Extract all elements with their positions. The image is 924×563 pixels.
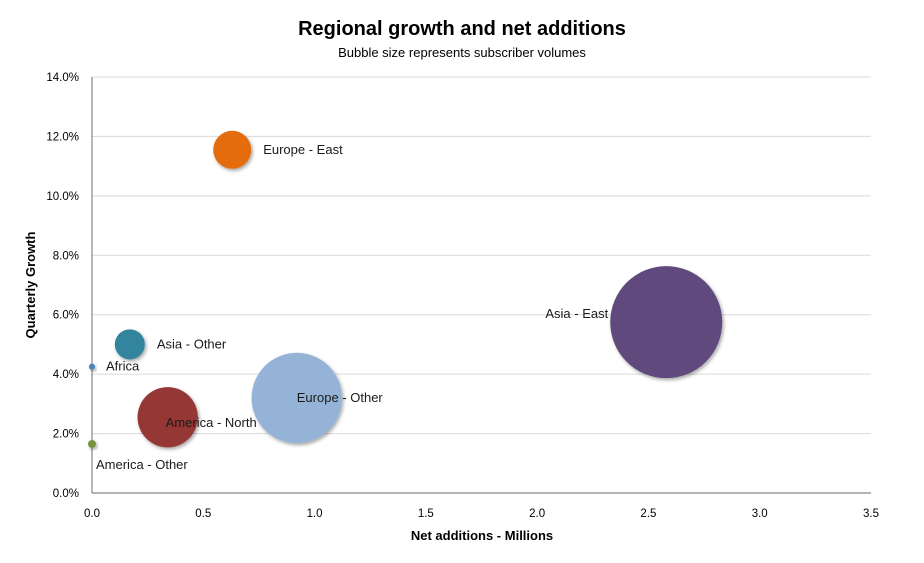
x-tick-label: 3.5 — [863, 508, 879, 520]
y-tick-label: 10.0% — [46, 191, 79, 203]
x-tick-label: 1.5 — [418, 508, 434, 520]
bubble-label-america-other: America - Other — [96, 457, 188, 472]
bubble-labels: Europe - East Asia - East Asia - Other Afri… — [96, 142, 609, 472]
gridlines — [92, 76, 871, 435]
y-tick-label: 4.0% — [53, 369, 79, 381]
x-tick-label: 1.0 — [307, 508, 323, 520]
bubble-europe-east[interactable] — [213, 130, 252, 169]
x-tick-label: 3.0 — [752, 508, 768, 520]
bubble-america-other[interactable] — [88, 440, 96, 448]
x-tick-label: 2.0 — [529, 508, 545, 520]
bubble-america-north[interactable] — [137, 387, 198, 448]
y-axis-title: Quarterly Growth — [23, 231, 38, 338]
y-tick-label: 8.0% — [53, 250, 79, 262]
bubble-label-europe-other: Europe - Other — [297, 390, 384, 405]
bubble-asia-east[interactable] — [610, 266, 723, 379]
bubble-asia-other[interactable] — [114, 329, 145, 360]
tick-labels: 0.0% 2.0% 4.0% 6.0% 8.0% 10.0% 12.0% 14.0% 0.0 0.… — [46, 72, 879, 520]
x-axis-title: Net additions - Millions — [411, 528, 553, 543]
x-tick-label: 0.0 — [84, 508, 100, 520]
bubble-europe-other[interactable] — [251, 352, 342, 444]
axes — [91, 77, 871, 494]
chart-title: Regional growth and net additions — [298, 18, 626, 40]
y-tick-label: 12.0% — [46, 131, 79, 143]
y-tick-label: 14.0% — [46, 72, 79, 84]
x-tick-label: 2.5 — [640, 508, 656, 520]
y-tick-label: 0.0% — [53, 488, 79, 500]
y-tick-label: 6.0% — [53, 310, 79, 322]
chart-subtitle: Bubble size represents subscriber volume… — [338, 45, 586, 60]
bubble-label-asia-other: Asia - Other — [157, 336, 227, 351]
bubble-label-america-north: America - North — [166, 415, 257, 430]
bubble-label-africa: Africa — [106, 359, 140, 374]
x-tick-label: 0.5 — [195, 508, 211, 520]
y-tick-label: 2.0% — [53, 429, 79, 441]
bubble-label-asia-east: Asia - East — [545, 306, 608, 321]
bubbles — [88, 130, 723, 448]
bubble-africa[interactable] — [88, 363, 96, 370]
bubble-label-europe-east: Europe - East — [263, 142, 343, 157]
